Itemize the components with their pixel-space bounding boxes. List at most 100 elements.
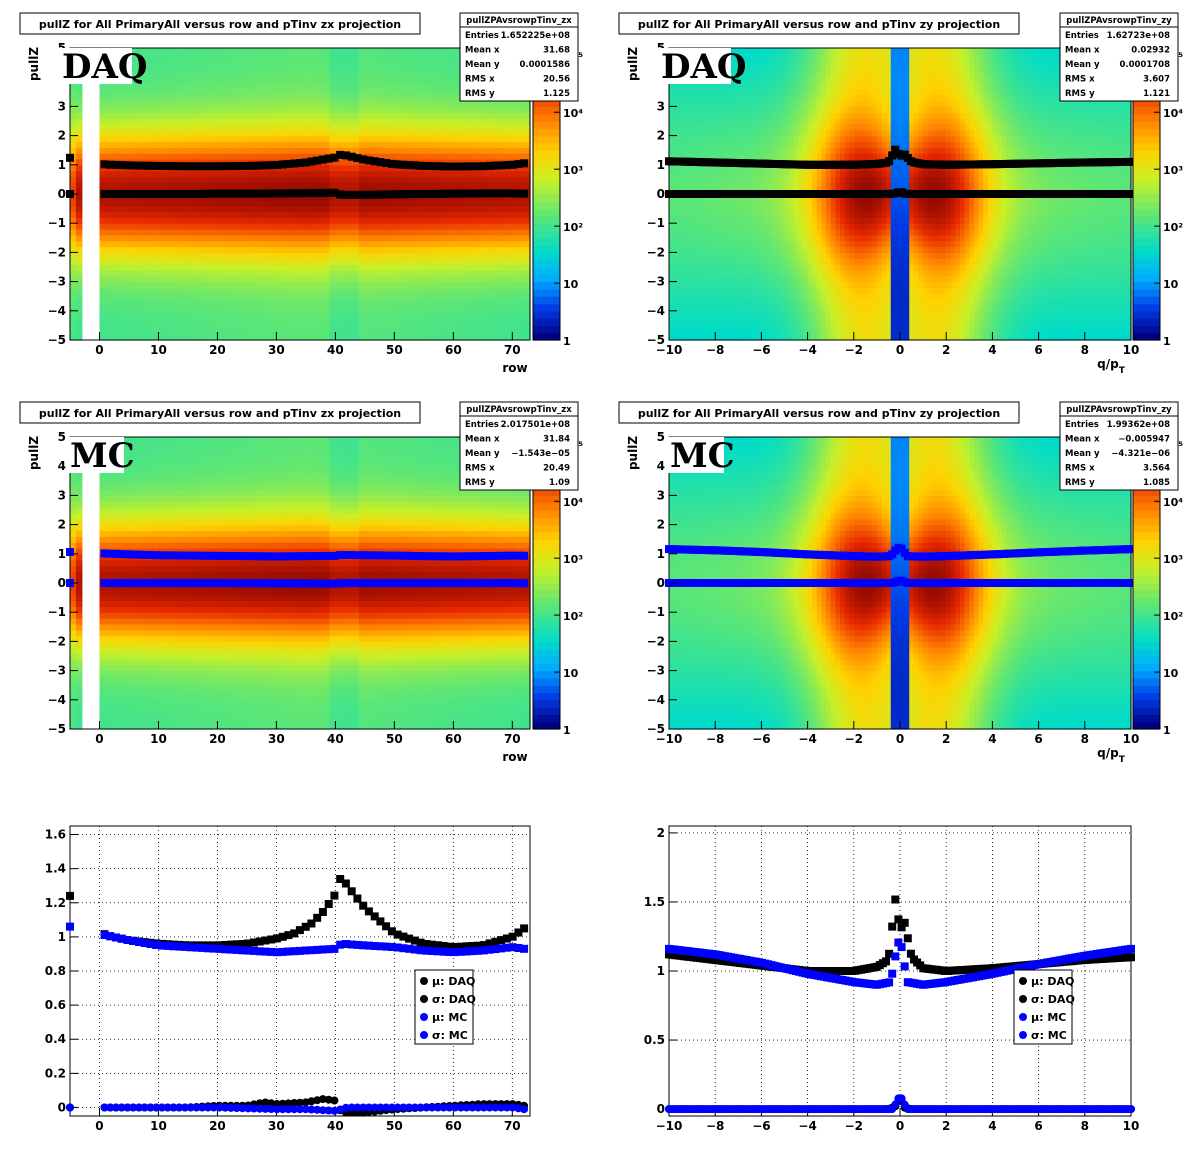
heatmap-cell [146, 269, 154, 277]
heatmap-cell [417, 246, 425, 253]
heatmap-cell [696, 316, 702, 324]
heatmap-cell [217, 246, 224, 253]
heatmap-cell [388, 316, 395, 324]
heatmap-cell [435, 135, 443, 143]
heatmap-cell [264, 141, 272, 148]
heatmap-cell [417, 322, 425, 329]
heatmap-cell [323, 240, 331, 248]
heatmap-cell [423, 141, 431, 148]
heatmap-cell [199, 293, 207, 300]
heatmap-cell [164, 77, 171, 84]
heatmap-cell [276, 100, 283, 107]
heatmap-cell [678, 293, 684, 300]
data-marker [278, 160, 287, 169]
heatmap-cell [329, 141, 336, 148]
data-marker [204, 189, 212, 198]
heatmap-cell [252, 252, 260, 259]
heatmap-cell [705, 88, 712, 96]
heatmap-cell [382, 71, 390, 78]
heatmap-cell [182, 153, 189, 160]
heatmap-cell [223, 59, 230, 67]
heatmap-cell [323, 65, 331, 72]
heatmap-cell [134, 205, 142, 213]
heatmap-cell [128, 182, 136, 189]
heatmap-cell [719, 112, 726, 119]
heatmap-cell [524, 258, 531, 265]
heatmap-cell [99, 252, 106, 259]
heatmap-cell [241, 217, 248, 224]
heatmap-cell [459, 118, 466, 125]
heatmap-cell [441, 328, 449, 335]
heatmap-cell [729, 94, 735, 102]
heatmap-cell [105, 176, 112, 183]
heatmap-cell [140, 118, 148, 125]
heatmap-cell [423, 299, 431, 306]
heatmap-cell [692, 316, 698, 324]
heatmap-cell [524, 269, 531, 277]
heatmap-cell [747, 170, 753, 178]
heatmap-cell [111, 153, 118, 160]
heatmap-cell [111, 176, 118, 183]
heatmap-cell [140, 65, 148, 72]
heatmap-cell [158, 304, 165, 312]
heatmap-cell [282, 299, 289, 306]
heatmap-cell [453, 264, 460, 271]
heatmap-cell [482, 217, 490, 224]
heatmap-cell [300, 205, 307, 213]
heatmap-cell [146, 205, 154, 213]
heatmap-cell [134, 211, 142, 218]
heatmap-cell [282, 123, 289, 131]
heatmap-cell [229, 234, 236, 242]
heatmap-cell [329, 252, 336, 259]
heatmap-cell [358, 205, 366, 213]
heatmap-cell [317, 281, 325, 289]
heatmap-cell [747, 310, 753, 318]
data-marker [445, 162, 454, 171]
heatmap-cell [270, 94, 278, 102]
heatmap-cell [701, 258, 707, 265]
heatmap-cell [217, 129, 224, 137]
data-marker [129, 161, 138, 170]
heatmap-cell [235, 304, 242, 312]
heatmap-cell [246, 281, 254, 289]
heatmap-cell [733, 106, 739, 113]
heatmap-cell [276, 48, 283, 55]
heatmap-cell [187, 182, 195, 189]
heatmap-cell [176, 199, 183, 207]
heatmap-cell [518, 334, 525, 341]
heatmap-cell [241, 316, 248, 324]
heatmap-cell [329, 322, 336, 329]
heatmap-cell [400, 334, 407, 341]
heatmap-cell [506, 252, 513, 259]
heatmap-cell [488, 322, 496, 329]
heatmap-cell [400, 240, 407, 248]
heatmap-cell [170, 322, 177, 329]
heatmap-cell [70, 252, 77, 259]
heatmap-cell [406, 48, 413, 55]
heatmap-cell [187, 48, 195, 55]
heatmap-cell [453, 182, 460, 189]
heatmap-cell [347, 328, 354, 335]
heatmap-cell [388, 71, 395, 78]
heatmap-cell [733, 48, 739, 55]
heatmap-cell [705, 129, 712, 137]
heatmap-cell [300, 147, 307, 154]
heatmap-cell [235, 269, 242, 277]
heatmap-cell [134, 258, 142, 265]
heatmap-cell [294, 205, 301, 213]
heatmap-cell [435, 287, 443, 294]
heatmap-cell [317, 234, 325, 242]
heatmap-cell [264, 205, 272, 213]
heatmap-cell [140, 316, 148, 324]
heatmap-cell [715, 246, 721, 253]
heatmap-cell [199, 94, 207, 102]
heatmap-cell [235, 205, 242, 213]
heatmap-cell [282, 223, 289, 230]
heatmap-cell [435, 53, 443, 61]
heatmap-cell [459, 229, 466, 236]
heatmap-cell [276, 293, 283, 300]
heatmap-cell [146, 316, 154, 324]
heatmap-cell [229, 48, 236, 55]
heatmap-cell [518, 176, 525, 183]
heatmap-cell [270, 123, 278, 131]
